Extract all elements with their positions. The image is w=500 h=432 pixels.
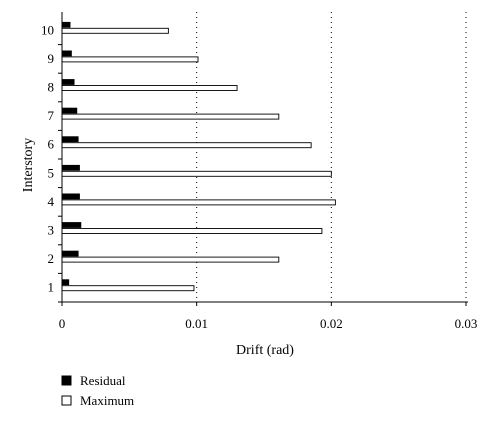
bar-residual xyxy=(61,279,70,286)
x-ticks: 0 0.01 0.02 0.03 xyxy=(59,302,478,331)
legend-swatch-residual xyxy=(61,375,72,386)
y-tick-label: 4 xyxy=(48,194,55,209)
y-tick-label: 10 xyxy=(41,22,54,37)
y-axis-title: Interstory xyxy=(21,138,36,192)
bar-residual xyxy=(61,136,79,143)
bar-maximum xyxy=(61,285,195,292)
bar-group-1 xyxy=(61,279,195,292)
legend: Residual Maximum xyxy=(61,373,134,408)
x-tick-label: 0.01 xyxy=(185,316,208,331)
bar-group-9 xyxy=(61,50,199,63)
bar-maximum xyxy=(61,256,280,263)
bar-maximum xyxy=(61,85,238,91)
y-tick-label: 6 xyxy=(48,137,55,152)
bar-maximum xyxy=(61,228,323,234)
x-tick-label: 0.02 xyxy=(320,316,343,331)
bar-maximum xyxy=(61,199,336,206)
bar-maximum xyxy=(61,170,332,177)
legend-label-maximum: Maximum xyxy=(80,393,134,408)
bar-group-6 xyxy=(61,136,312,149)
bar-maximum xyxy=(61,56,199,63)
bar-residual xyxy=(61,21,71,28)
y-ticks: 1 2 3 4 5 6 7 8 9 10 xyxy=(41,22,62,303)
y-tick-label: 8 xyxy=(48,80,55,95)
y-tick-label: 7 xyxy=(48,108,55,123)
bar-group-10 xyxy=(61,21,169,34)
bar-maximum xyxy=(61,142,312,149)
bar-maximum xyxy=(61,113,280,120)
grid-lines xyxy=(196,12,467,302)
bar-residual xyxy=(61,222,82,228)
x-tick-label: 0.03 xyxy=(455,316,478,331)
x-tick-label: 0 xyxy=(59,316,66,331)
y-tick-label: 3 xyxy=(48,223,55,238)
bar-group-8 xyxy=(61,79,238,91)
bar-residual xyxy=(61,107,78,114)
bar-group-7 xyxy=(61,107,280,120)
y-tick-label: 9 xyxy=(48,51,55,66)
y-tick-label: 2 xyxy=(48,251,55,266)
bars xyxy=(61,21,336,292)
bar-residual xyxy=(61,250,79,257)
bar-residual xyxy=(61,164,80,171)
bar-residual xyxy=(61,50,72,57)
bar-group-4 xyxy=(61,193,336,206)
bar-group-5 xyxy=(61,164,332,177)
bar-residual xyxy=(61,79,75,85)
x-axis-title: Drift (rad) xyxy=(236,343,294,358)
bar-group-3 xyxy=(61,222,323,234)
y-tick-label: 5 xyxy=(48,165,55,180)
bar-group-2 xyxy=(61,250,280,263)
bar-maximum xyxy=(61,27,169,34)
legend-swatch-maximum xyxy=(61,395,72,406)
y-tick-label: 1 xyxy=(48,280,55,295)
bar-residual xyxy=(61,193,80,200)
legend-label-residual: Residual xyxy=(80,373,126,388)
